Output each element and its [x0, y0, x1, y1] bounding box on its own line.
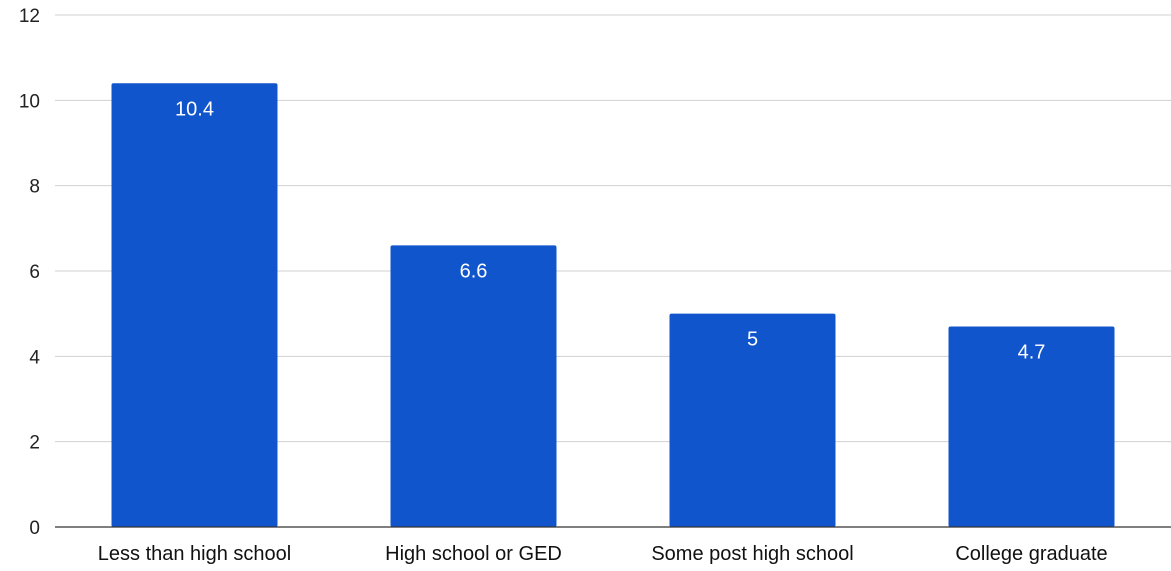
y-tick-label: 0 [29, 518, 40, 539]
bar [111, 83, 278, 528]
y-tick-label: 10 [19, 91, 40, 112]
bar-data-label: 10.4 [175, 98, 214, 120]
x-tick-label: Less than high school [98, 543, 291, 565]
bar-data-label: 5 [747, 329, 758, 351]
bar [390, 245, 557, 527]
bar [948, 326, 1115, 527]
y-tick-label: 6 [29, 262, 40, 283]
y-tick-label: 2 [29, 433, 40, 454]
bar [669, 313, 836, 527]
y-tick-label: 4 [29, 347, 40, 368]
y-tick-label: 8 [29, 177, 40, 198]
x-tick-label: High school or GED [385, 543, 562, 565]
x-tick-label: Some post high school [651, 543, 853, 565]
y-tick-label: 12 [19, 6, 40, 27]
x-tick-label: College graduate [955, 543, 1107, 565]
bar-data-label: 4.7 [1018, 341, 1046, 363]
bar-data-label: 6.6 [460, 260, 488, 282]
